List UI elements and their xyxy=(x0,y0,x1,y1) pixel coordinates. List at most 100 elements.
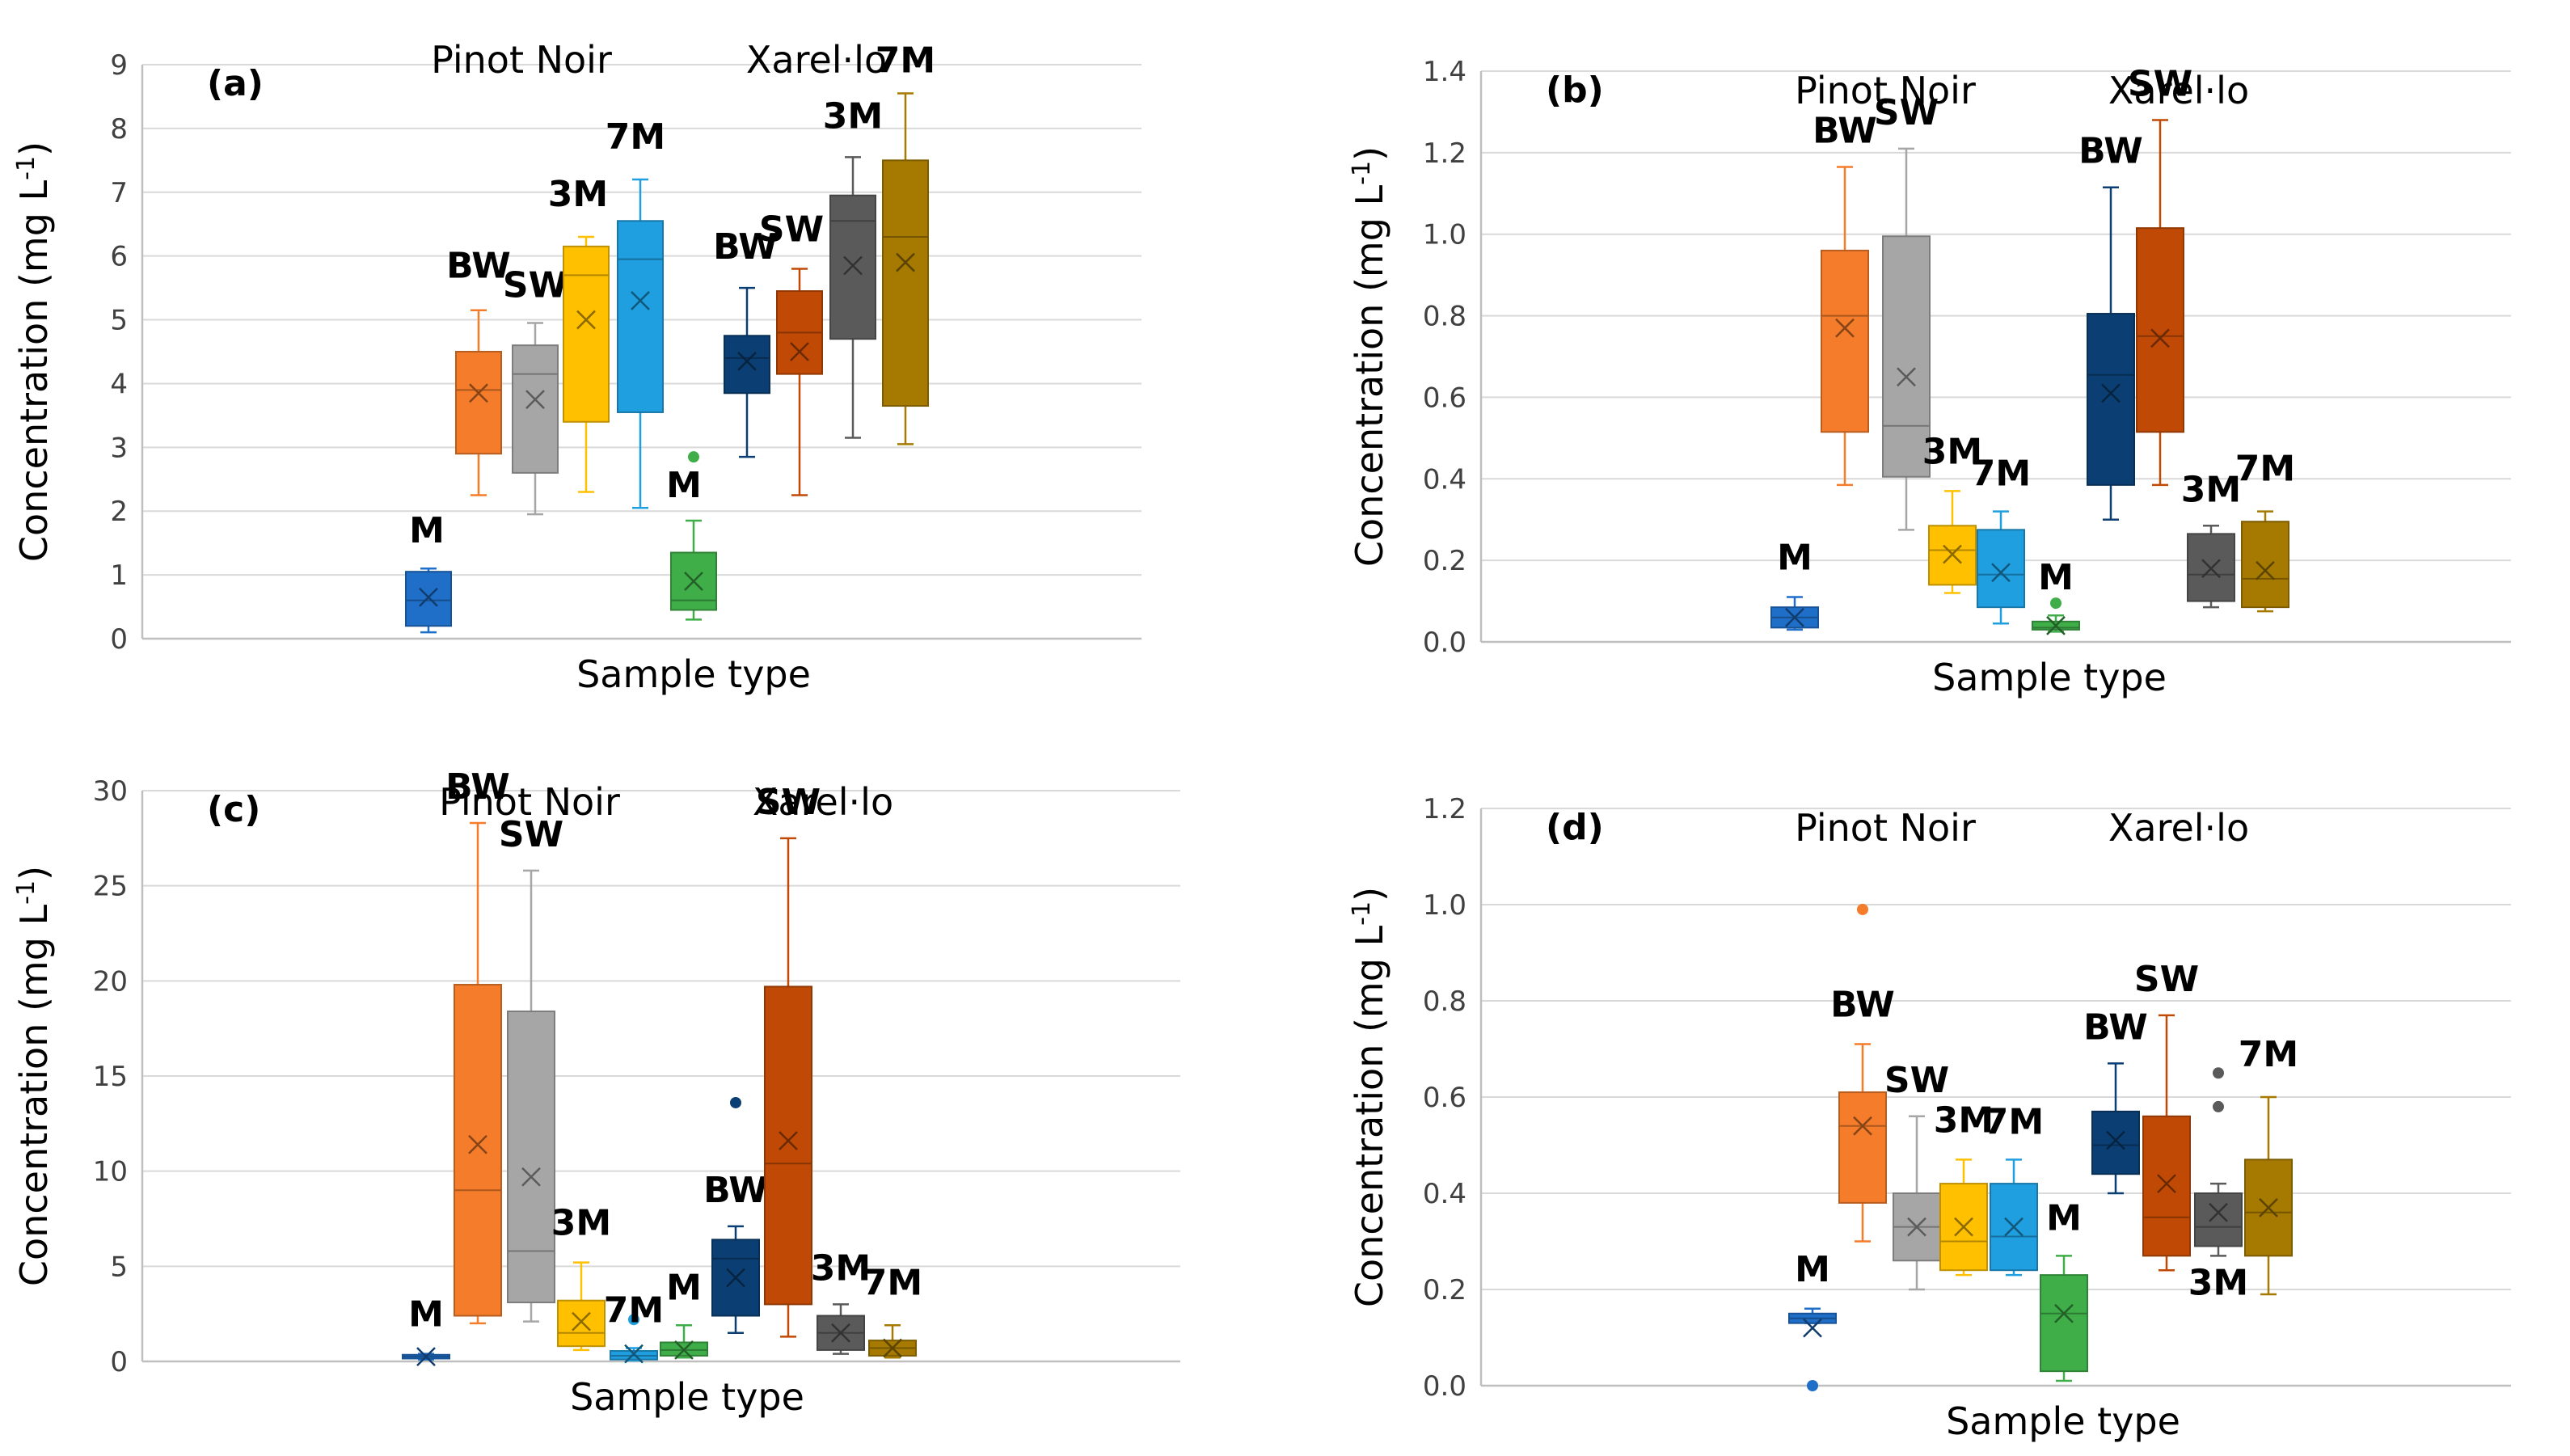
box-body xyxy=(2142,1115,2191,1257)
mean-marker xyxy=(2201,559,2221,579)
x-axis-title: Sample type xyxy=(1946,1399,2180,1443)
y-axis-title: Concentration (mg L-1) xyxy=(1348,146,1391,567)
y-tick-label: 0.0 xyxy=(1423,1370,1466,1403)
y-tick-label: 8 xyxy=(110,113,128,146)
outlier-point xyxy=(1857,903,1868,915)
panel-label: (c) xyxy=(207,789,260,830)
outlier-point xyxy=(730,1096,741,1108)
box-body xyxy=(512,344,559,474)
box-pn-3m: 3M xyxy=(548,174,610,493)
mean-marker xyxy=(2209,1202,2228,1222)
y-axis-title: Concentration (mg L-1) xyxy=(12,141,56,562)
outlier-point xyxy=(628,1314,639,1326)
box-body xyxy=(724,335,770,395)
box-label: 7M xyxy=(1971,454,2031,495)
box-label: M xyxy=(409,510,445,551)
y-tick-label: 1.4 xyxy=(1423,56,1466,88)
box-label: 3M xyxy=(823,95,883,137)
box-pn-sw: SW xyxy=(1874,92,1939,531)
mean-marker xyxy=(831,1323,850,1343)
y-tick-label: 20 xyxy=(93,965,128,998)
mean-marker xyxy=(1853,1116,1872,1136)
mean-marker xyxy=(2259,1197,2278,1218)
box-x-m: M xyxy=(660,1267,708,1360)
y-tick-label: 10 xyxy=(93,1156,128,1188)
chart-panel-d: 0.0 0.2 0.4 0.6 0.8 1.0 1.2 Concentration (mg L… xyxy=(1348,793,2511,1443)
box-pn-7m: 7M xyxy=(604,1290,664,1364)
box-pn-3m: 3M xyxy=(1934,1099,1994,1277)
mean-marker xyxy=(572,1311,591,1332)
outlier-point xyxy=(2050,597,2061,610)
mean-marker xyxy=(2101,383,2121,403)
mean-marker xyxy=(779,1131,798,1150)
y-tick-label: 0.2 xyxy=(1423,545,1466,577)
box-body xyxy=(1977,529,2025,609)
panel-label: (a) xyxy=(207,63,264,104)
mean-marker xyxy=(469,383,488,403)
box-x-7m: 7M xyxy=(863,1262,922,1359)
box-x-m: M xyxy=(666,451,717,621)
mean-marker xyxy=(2150,328,2170,348)
group-title: Xarel·lo xyxy=(2108,806,2249,850)
box-x-3m: 3M xyxy=(811,1247,871,1355)
box-pn-m: M xyxy=(1788,1249,1837,1391)
mean-marker xyxy=(790,342,809,361)
box-x-bw: BW xyxy=(713,226,778,458)
y-axis-title: Concentration (mg L-1) xyxy=(1348,887,1391,1307)
mean-marker xyxy=(416,1347,436,1367)
mean-marker xyxy=(843,255,863,276)
outlier-point xyxy=(2213,1067,2224,1079)
y-tick-label: 0.8 xyxy=(1423,985,1466,1018)
box-label: BW xyxy=(1830,985,1895,1026)
y-tick-label: 0 xyxy=(110,623,128,656)
box-pn-sw: SW xyxy=(503,265,568,516)
box-label: 3M xyxy=(2181,469,2241,510)
box-label: SW xyxy=(759,209,824,250)
outlier-point xyxy=(1807,1380,1818,1391)
y-tick-label: 1.0 xyxy=(1423,219,1466,251)
y-tick-label: 1.2 xyxy=(1423,793,1466,825)
mean-marker xyxy=(2004,1217,2024,1237)
box-label: BW xyxy=(713,226,778,268)
panel-label: (d) xyxy=(1546,807,1604,848)
box-x-3m: 3M xyxy=(823,95,883,439)
mean-marker xyxy=(576,310,596,330)
mean-marker xyxy=(2046,615,2066,635)
box-label: M xyxy=(666,465,702,506)
y-tick-label: 5 xyxy=(110,1251,128,1283)
mean-marker xyxy=(1897,367,1916,387)
box-label: 7M xyxy=(876,40,935,82)
box-x-sw: SW xyxy=(2134,959,2199,1272)
box-body xyxy=(1838,1091,1887,1204)
box-x-m: M xyxy=(2040,1197,2088,1382)
box-label: BW xyxy=(703,1170,768,1211)
box-label: 3M xyxy=(811,1247,871,1289)
mean-marker xyxy=(737,351,757,371)
box-body xyxy=(2241,521,2289,609)
box-label: SW xyxy=(756,782,821,823)
x-axis-title: Sample type xyxy=(570,1375,804,1419)
box-label: SW xyxy=(503,265,568,306)
mean-marker xyxy=(1991,563,2011,583)
mean-marker xyxy=(624,1344,644,1364)
panel-label: (b) xyxy=(1546,70,1604,111)
box-pn-7m: 7M xyxy=(606,116,665,509)
box-body xyxy=(2194,1192,2243,1247)
box-label: M xyxy=(2046,1197,2082,1239)
box-label: 3M xyxy=(548,174,608,215)
y-tick-label: 30 xyxy=(93,775,128,808)
box-body xyxy=(1882,235,1931,478)
box-pn-sw: SW xyxy=(499,814,563,1323)
box-label: 7M xyxy=(1984,1101,2044,1142)
mean-marker xyxy=(1954,1217,1973,1237)
box-label: M xyxy=(666,1267,702,1308)
box-x-3m: 3M xyxy=(2181,469,2241,609)
box-body xyxy=(2091,1110,2140,1175)
box-pn-m: M xyxy=(1770,538,1819,631)
mean-marker xyxy=(631,291,650,310)
box-body xyxy=(764,985,812,1306)
box-label: SW xyxy=(1874,92,1939,133)
box-body xyxy=(563,245,610,423)
box-label: BW xyxy=(2083,1007,2148,1048)
box-x-sw: SW xyxy=(759,209,824,496)
